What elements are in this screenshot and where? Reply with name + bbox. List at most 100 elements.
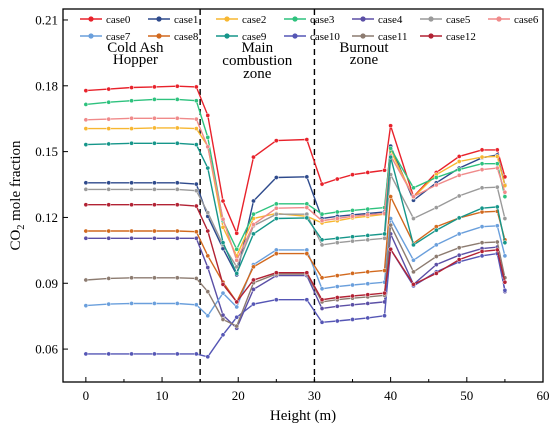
series-line <box>85 142 506 276</box>
data-point <box>350 293 355 299</box>
series-layer <box>83 83 508 360</box>
legend-swatch-marker <box>156 33 162 39</box>
data-point <box>319 237 325 243</box>
y-tick-label: 0.15 <box>35 144 58 159</box>
data-point <box>494 239 500 245</box>
data-point <box>319 286 325 292</box>
data-point <box>83 228 89 234</box>
data-point <box>334 216 340 221</box>
legend-label: case7 <box>106 31 131 43</box>
data-point <box>334 303 340 309</box>
y-axis: 0.06 0.09 0.12 0.15 0.18 0.21 <box>35 12 68 357</box>
data-point <box>433 271 439 276</box>
data-point <box>502 189 508 195</box>
series-line <box>85 117 506 263</box>
x-tick-label: 20 <box>232 388 245 403</box>
data-point <box>152 202 157 208</box>
data-point <box>174 202 180 208</box>
data-point <box>174 83 180 89</box>
data-point <box>174 187 180 192</box>
data-point <box>251 154 256 160</box>
data-point <box>83 351 89 357</box>
legend-item-case11: case11 <box>352 31 408 43</box>
series-line <box>85 194 506 304</box>
data-point <box>106 99 112 105</box>
legend-item-case3: case3 <box>284 14 335 26</box>
data-point <box>152 187 157 192</box>
series-line <box>85 203 506 304</box>
data-point <box>365 233 371 238</box>
data-point <box>456 193 462 199</box>
data-point <box>106 228 112 234</box>
data-point <box>365 301 371 306</box>
legend-item-case1: case1 <box>148 14 198 26</box>
x-tick-label: 60 <box>537 388 550 403</box>
data-point <box>350 282 355 288</box>
data-point <box>83 126 89 131</box>
data-point <box>334 295 340 300</box>
x-tick-label: 10 <box>156 388 169 403</box>
data-point <box>411 282 416 287</box>
data-point <box>220 317 226 322</box>
y-axis-title-rest: mole fraction <box>8 140 24 225</box>
series-line <box>85 85 506 236</box>
data-point <box>456 167 462 172</box>
y-tick-label: 0.18 <box>35 78 58 93</box>
data-point <box>433 227 439 233</box>
data-point <box>205 135 211 140</box>
x-tick-label: 40 <box>384 388 397 403</box>
data-point <box>83 88 89 93</box>
data-point <box>304 251 310 256</box>
data-point <box>273 270 279 276</box>
data-point <box>365 206 371 212</box>
series-line <box>85 145 506 277</box>
data-point <box>234 304 240 310</box>
data-point <box>205 165 211 171</box>
data-point <box>152 351 157 357</box>
data-point <box>365 212 371 218</box>
data-point <box>251 277 256 283</box>
zone-label-line: combustion <box>222 53 292 69</box>
data-point <box>106 141 112 147</box>
data-point <box>319 275 325 281</box>
data-point <box>388 222 393 228</box>
data-point <box>251 301 256 307</box>
data-point <box>193 84 199 90</box>
data-point <box>456 159 462 164</box>
data-point <box>205 313 211 319</box>
data-point <box>456 215 462 221</box>
data-point <box>479 147 485 153</box>
data-point <box>174 140 180 146</box>
data-point <box>106 180 112 186</box>
data-point <box>273 201 279 207</box>
legend-label: case1 <box>174 14 198 26</box>
data-point <box>129 351 134 357</box>
data-point <box>193 302 199 308</box>
data-point <box>251 264 256 270</box>
data-point <box>273 138 279 143</box>
data-point <box>319 306 325 311</box>
data-point <box>411 257 416 263</box>
data-point <box>502 216 508 221</box>
data-point <box>456 252 462 258</box>
data-point <box>388 194 393 199</box>
data-point <box>83 277 89 283</box>
legend-swatch-marker <box>224 16 230 22</box>
data-point <box>365 292 371 298</box>
legend-label: case9 <box>242 31 267 43</box>
data-point <box>234 299 240 305</box>
series-line <box>85 231 506 330</box>
data-point <box>494 247 500 253</box>
data-point <box>319 181 325 187</box>
data-point <box>350 208 355 213</box>
data-point <box>234 323 240 329</box>
zone-label-line: Cold Ash <box>107 40 164 56</box>
legend-swatch-marker <box>156 16 162 22</box>
data-point <box>273 251 279 256</box>
data-point <box>502 240 508 246</box>
data-point <box>502 279 508 285</box>
data-point <box>304 137 310 142</box>
data-point <box>319 242 325 248</box>
data-point <box>479 161 485 167</box>
data-point <box>304 205 310 210</box>
